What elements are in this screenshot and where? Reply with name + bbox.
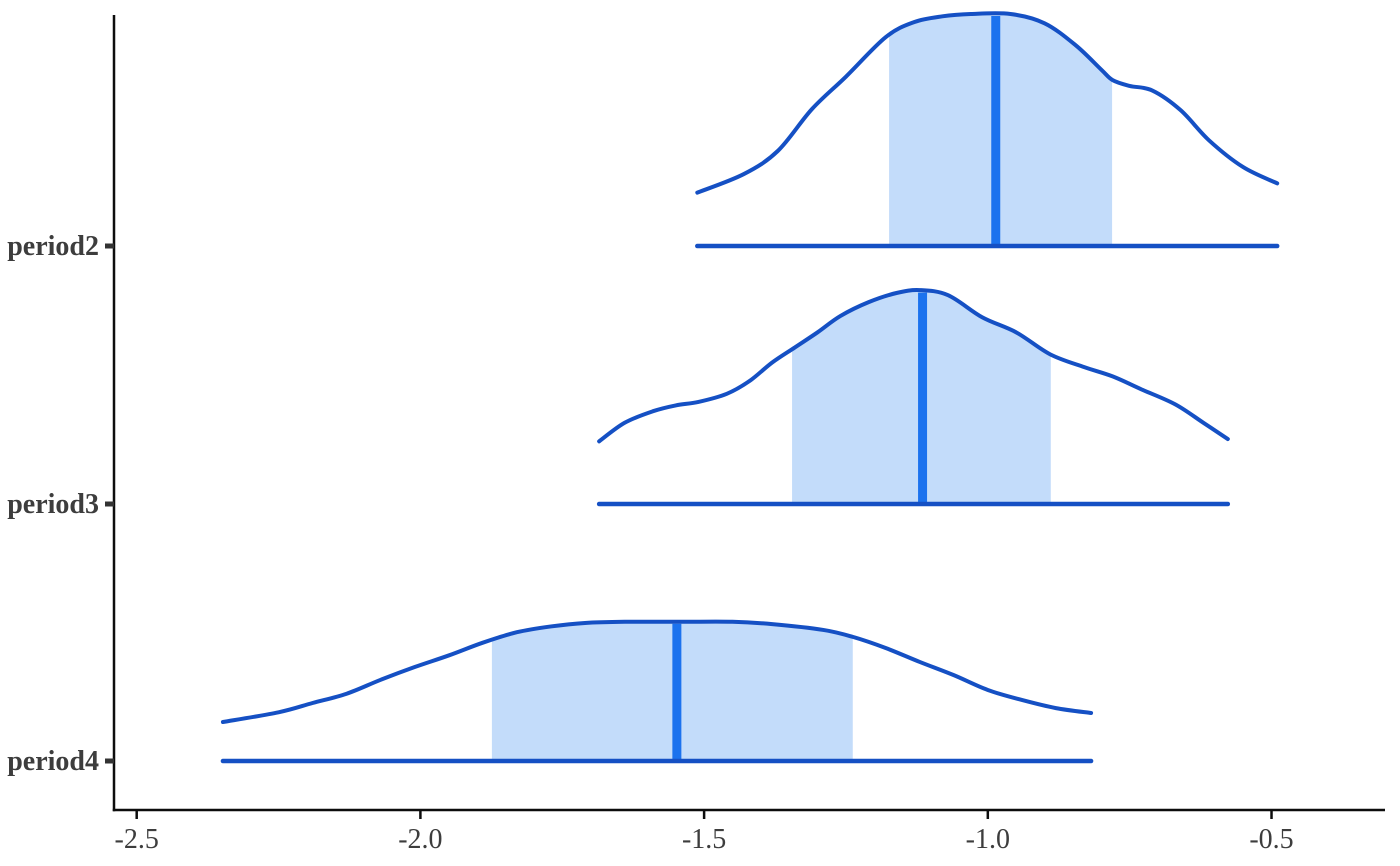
x-tick-label: -2.0 [398,824,442,855]
x-tick-label: -1.5 [682,824,726,855]
density-period4 [220,619,1094,764]
y-tick-label-period3: period3 [7,489,99,520]
y-tick-label-period2: period2 [7,231,99,262]
y-tick-label-period4: period4 [7,746,99,777]
density-period3 [596,288,1231,507]
density-inner-fill [792,290,1051,504]
x-tick-label: -0.5 [1249,824,1293,855]
x-tick-label: -1.0 [966,824,1010,855]
density-curve [695,11,1280,195]
density-inner-fill [889,13,1113,246]
x-tick-label: -2.5 [115,824,159,855]
density-curve [220,619,1094,725]
density-curve [597,288,1230,444]
axes: -2.5 -2.0 -1.5 -1.0 -0.5 period2 period3 period… [7,15,1385,855]
density-inner-fill [491,621,853,761]
density-period2 [695,11,1280,249]
